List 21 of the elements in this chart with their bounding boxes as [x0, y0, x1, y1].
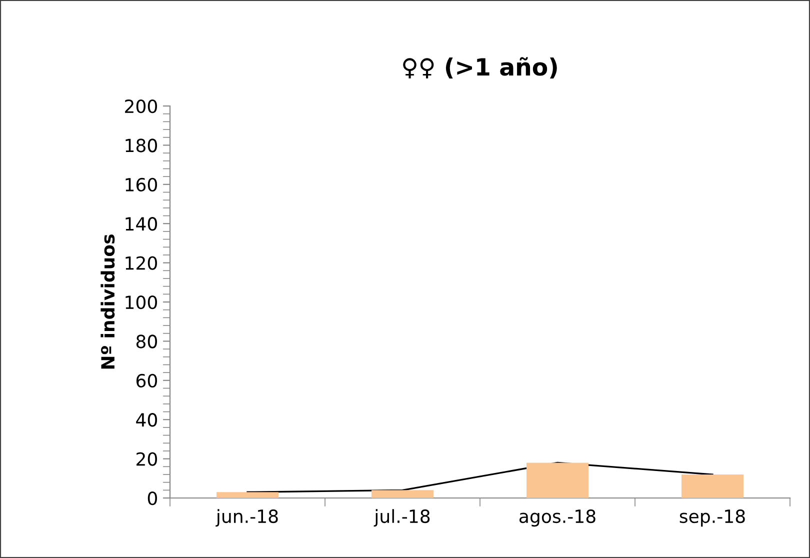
y-tick-label: 200	[125, 99, 157, 114]
y-tick-label: 80	[136, 334, 157, 348]
y-tick-label: 140	[126, 217, 157, 231]
bar	[682, 474, 744, 498]
y-tick-label: 160	[126, 178, 157, 192]
bar	[372, 490, 434, 498]
bar	[526, 462, 588, 498]
y-tick-label: 0	[148, 491, 157, 506]
bar	[216, 492, 278, 498]
y-tick-label: 120	[126, 256, 157, 270]
x-tick-label: sep.-18	[680, 509, 745, 527]
x-tick-label: agos.-18	[519, 509, 596, 527]
chart-title: ♀♀ (>1 año)	[403, 57, 557, 79]
y-tick-label: 180	[126, 138, 157, 152]
y-tick-label: 60	[136, 374, 157, 388]
y-tick-label: 40	[136, 413, 157, 427]
y-axis-title: Nº individuos	[100, 234, 115, 369]
x-tick-label: jun.-18	[216, 509, 278, 527]
y-tick-label: 20	[136, 452, 157, 466]
y-tick-label: 100	[126, 295, 157, 310]
x-tick-label: jul.-18	[374, 509, 430, 527]
